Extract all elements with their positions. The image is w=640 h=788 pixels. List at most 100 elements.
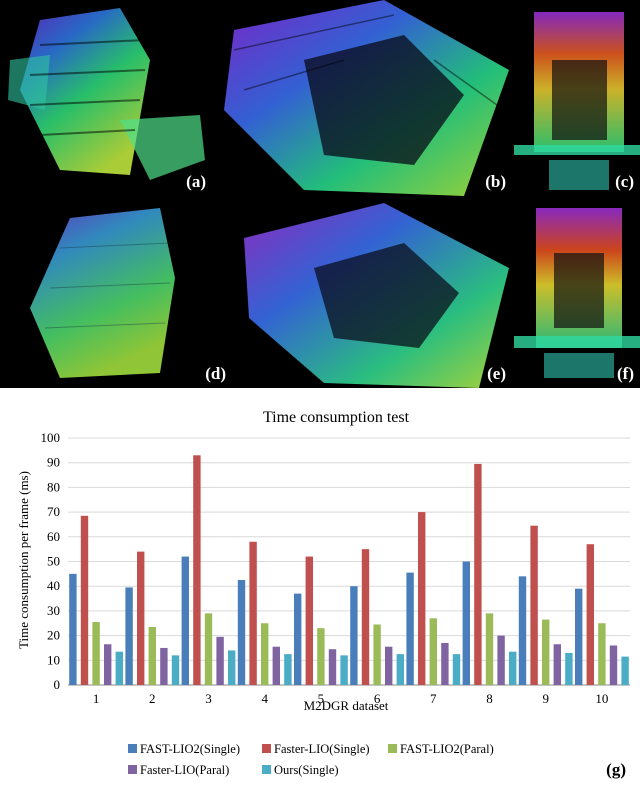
bar xyxy=(104,644,112,685)
point-cloud-panel-d: (d) xyxy=(0,198,232,388)
bar xyxy=(317,628,325,685)
bar xyxy=(137,551,145,685)
legend-swatch xyxy=(262,744,271,753)
bar xyxy=(249,541,257,685)
bar xyxy=(350,586,358,685)
bar xyxy=(148,626,156,685)
y-tick-label: 20 xyxy=(47,628,60,643)
point-cloud-render-f xyxy=(514,208,640,378)
bar xyxy=(328,649,337,685)
legend-swatch xyxy=(262,765,271,774)
y-tick-label: 80 xyxy=(47,479,60,494)
bar xyxy=(125,587,133,685)
legend: FAST-LIO2(Single) Faster-LIO(Single) FAST-… xyxy=(128,742,494,777)
x-tick-labels: 1 2 3 4 5 6 7 8 9 10 xyxy=(93,691,609,706)
bar xyxy=(565,652,573,685)
point-cloud-panel-c: (c) xyxy=(514,0,640,196)
bar xyxy=(340,655,348,685)
x-tick-label: 7 xyxy=(430,691,437,706)
x-tick-label: 9 xyxy=(542,691,549,706)
y-tick-label: 90 xyxy=(47,455,60,470)
bar xyxy=(586,544,594,685)
x-axis-label: M2DGR dataset xyxy=(304,698,389,713)
bar xyxy=(621,656,629,685)
bar xyxy=(474,463,482,685)
y-tick-label: 70 xyxy=(47,504,60,519)
x-tick-label: 5 xyxy=(318,691,325,706)
bar xyxy=(542,619,550,685)
time-consumption-chart: Time consumption test Time consumption p… xyxy=(16,409,630,777)
legend-swatch xyxy=(388,744,397,753)
x-tick-label: 10 xyxy=(595,691,608,706)
bar xyxy=(598,623,606,685)
y-tick-label: 60 xyxy=(47,529,60,544)
point-cloud-panel-e: (e) xyxy=(234,198,512,388)
legend-entry: FAST-LIO2(Single) xyxy=(140,742,240,756)
point-cloud-render-b xyxy=(224,0,509,196)
panel-label-b: (b) xyxy=(485,172,506,191)
bar xyxy=(237,580,246,685)
x-tick-label: 8 xyxy=(486,691,493,706)
bar xyxy=(418,512,426,685)
x-tick-label: 1 xyxy=(93,691,100,706)
panel-label-c: (c) xyxy=(615,172,634,191)
bar xyxy=(441,643,449,685)
bar-series xyxy=(69,455,629,685)
y-tick-label: 100 xyxy=(41,430,61,445)
bar xyxy=(305,556,313,685)
bar xyxy=(429,618,437,685)
bar xyxy=(530,525,538,685)
point-cloud-render-c xyxy=(514,12,640,190)
legend-entry: Faster-LIO(Single) xyxy=(274,742,370,756)
panel-label-g: (g) xyxy=(606,760,626,779)
x-tick-label: 3 xyxy=(205,691,212,706)
bar xyxy=(575,588,583,685)
legend-entry: Ours(Single) xyxy=(274,763,339,777)
x-tick-label: 6 xyxy=(374,691,381,706)
bar xyxy=(171,655,180,685)
point-cloud-render-e xyxy=(244,203,509,388)
bar xyxy=(406,572,414,685)
x-tick-label: 4 xyxy=(261,691,268,706)
bar xyxy=(509,651,517,685)
y-tick-label: 40 xyxy=(47,578,60,593)
bar xyxy=(216,636,224,685)
bar xyxy=(396,654,404,685)
y-tick-label: 10 xyxy=(47,652,60,667)
bar xyxy=(69,573,77,685)
bar xyxy=(204,613,213,685)
bar xyxy=(115,651,123,685)
point-cloud-panel-f: (f) xyxy=(514,198,640,388)
y-tick-label: 50 xyxy=(47,554,60,569)
point-cloud-render-d xyxy=(30,208,175,378)
bar xyxy=(553,644,561,685)
bar xyxy=(193,455,201,685)
y-tick-label: 0 xyxy=(54,677,61,692)
y-tick-labels: 0 10 20 30 40 50 60 70 80 90 100 xyxy=(41,430,61,692)
panel-label-f: (f) xyxy=(617,364,634,383)
y-axis-label: Time consumption per frame (ms) xyxy=(16,471,31,649)
bar xyxy=(272,646,280,685)
bar xyxy=(228,650,236,685)
bar xyxy=(92,622,100,685)
point-cloud-panels: (a) (b) xyxy=(0,0,640,388)
bar xyxy=(385,646,393,685)
legend-entry: FAST-LIO2(Paral) xyxy=(400,742,494,756)
point-cloud-render-a xyxy=(8,8,205,180)
bar xyxy=(261,623,269,685)
bar xyxy=(462,561,470,685)
bar xyxy=(609,645,618,685)
panel-label-e: (e) xyxy=(487,364,506,383)
bar xyxy=(181,556,189,685)
bar xyxy=(497,635,505,685)
point-cloud-panel-b: (b) xyxy=(214,0,512,196)
legend-entry: Faster-LIO(Paral) xyxy=(140,763,229,777)
bar xyxy=(361,549,370,685)
bar xyxy=(294,593,302,685)
x-tick-label: 2 xyxy=(149,691,156,706)
y-tick-label: 30 xyxy=(47,603,60,618)
bar xyxy=(485,613,494,685)
bar xyxy=(518,576,527,685)
bar xyxy=(80,515,89,685)
bar xyxy=(452,654,461,685)
